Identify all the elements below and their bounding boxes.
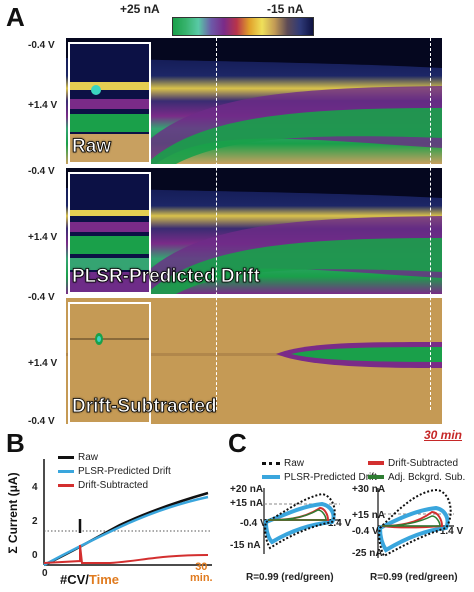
voltage-label: +1.4 V xyxy=(28,232,58,243)
inset-raw-image xyxy=(70,44,149,162)
heatmap-drift-subtracted: Drift-Subtracted xyxy=(66,298,442,424)
panel-b-xlabel-time: Time xyxy=(88,572,120,587)
panel-b-legend-swatch xyxy=(58,455,74,459)
panel-b-legend-swatch xyxy=(58,469,74,473)
panel-c-legend-swatch xyxy=(262,461,280,465)
panel-c-left-bottom: -15 nA xyxy=(230,540,261,551)
panel-b-ytick: 4 xyxy=(32,482,38,493)
panel-c-left-xr: +1.4 V xyxy=(322,518,352,529)
panel-c-right-xl: -0.4 V xyxy=(352,526,379,537)
voltage-label: -0.4 V xyxy=(28,292,55,303)
panel-letter-b: B xyxy=(6,428,25,458)
panel-c-legend-label: PLSR-Predicted Drift xyxy=(284,471,377,483)
panel-c-legend-label: Raw xyxy=(284,457,305,469)
voltage-label: +1.4 V xyxy=(28,100,58,111)
panel-c-left-adj-curve xyxy=(267,509,327,521)
colorbar-left-label: +25 nA xyxy=(120,2,160,16)
panel-c-legend-right: Drift-Subtracted Adj. Bckgrd. Sub. xyxy=(368,456,465,484)
panel-b-legend-item: Drift-Subtracted xyxy=(58,478,171,492)
panel-c-legend-label: Adj. Bckgrd. Sub. xyxy=(388,471,466,483)
panel-c-legend-swatch xyxy=(262,475,280,479)
inset-plsr-image xyxy=(70,174,149,292)
panel-c-legend-item: PLSR-Predicted Drift xyxy=(262,470,377,484)
panel-c-legend-left: Raw PLSR-Predicted Drift xyxy=(262,456,377,484)
row-label-plsr: PLSR-Predicted Drift xyxy=(72,266,261,288)
colorbar xyxy=(172,17,314,36)
inset-raw xyxy=(68,42,151,164)
panel-b-legend-item: Raw xyxy=(58,450,171,464)
panel-b-plsr-line xyxy=(43,495,209,567)
panel-letter-a: A xyxy=(6,2,25,32)
voltage-label: -0.4 V xyxy=(28,416,55,427)
panel-c-legend-label: Drift-Subtracted xyxy=(388,457,459,469)
panel-c-left-raw-curve xyxy=(264,492,336,550)
panel-c-right-top: +30 nA xyxy=(352,484,386,495)
heatmap-raw: Raw xyxy=(66,38,442,164)
panel-b-ylabel: Σ Current (μA) xyxy=(6,472,20,554)
heatmap-plsr: PLSR-Predicted Drift xyxy=(66,168,442,294)
panel-c-left-top: +20 nA xyxy=(230,484,264,495)
voltage-label: -0.4 V xyxy=(28,166,55,177)
panel-b-legend: Raw PLSR-Predicted Drift Drift-Subtracte… xyxy=(58,450,171,492)
panel-b-x-zero: 0 xyxy=(42,568,48,579)
panel-b-legend-label: PLSR-Predicted Drift xyxy=(78,465,171,477)
row-label-raw: Raw xyxy=(72,136,112,158)
panel-b-x-end-unit: min. xyxy=(190,572,213,584)
panel-c-right-bottom: -25 nA xyxy=(352,548,383,559)
row-label-drift-subtracted: Drift-Subtracted xyxy=(72,396,217,418)
panel-c-right-adj-curve xyxy=(381,515,441,527)
colorbar-right-label: -15 nA xyxy=(267,2,304,16)
panel-c-right-plot xyxy=(377,488,454,558)
voltage-label: +1.4 V xyxy=(28,358,58,369)
panel-b-ylabel-wrap: Σ Current (μA) xyxy=(6,458,20,568)
panel-c-left-plot xyxy=(263,488,340,554)
inset-plsr xyxy=(68,172,151,294)
inset-drift-subtracted xyxy=(68,302,151,424)
panel-b-legend-label: Drift-Subtracted xyxy=(78,479,149,491)
panel-c-legend-item: Drift-Subtracted xyxy=(368,456,465,470)
panel-b-xlabel: #CV/Time xyxy=(60,572,119,587)
voltage-label: -0.4 V xyxy=(28,40,55,51)
panel-b-subtracted-line xyxy=(43,544,209,564)
time-marker-label: 30 min xyxy=(424,428,463,442)
panel-c-left-mid: +15 nA xyxy=(230,498,264,509)
panel-c-left-xl: -0.4 V xyxy=(240,518,267,529)
panel-c-legend-swatch xyxy=(368,475,384,479)
panel-b-plot xyxy=(43,459,212,567)
inset-drift-subtracted-image xyxy=(70,304,149,422)
panel-b-legend-label: Raw xyxy=(78,451,99,463)
panel-c-right-r: R=0.99 (red/green) xyxy=(370,572,458,583)
dashed-marker xyxy=(216,38,217,410)
panel-c-left-r: R=0.99 (red/green) xyxy=(246,572,334,583)
dashed-marker xyxy=(430,38,431,410)
panel-b-legend-swatch xyxy=(58,483,74,487)
panel-c-legend-item: Raw xyxy=(262,456,377,470)
panel-b-x-end-value: 30 xyxy=(195,561,208,573)
panel-c-legend-item: Adj. Bckgrd. Sub. xyxy=(368,470,465,484)
panel-c-right-plsr-curve xyxy=(377,505,450,553)
panel-c-right-mid: +15 nA xyxy=(352,510,386,521)
panel-b-ytick: 0 xyxy=(32,550,38,561)
panel-b-xlabel-cv: #CV/ xyxy=(60,572,89,587)
panel-b-x-end: 30 min. xyxy=(190,562,213,584)
panel-c-right-xr: +1.4 V xyxy=(434,526,464,537)
panel-b-ytick: 2 xyxy=(32,516,38,527)
panel-b-legend-item: PLSR-Predicted Drift xyxy=(58,464,171,478)
panel-c-legend-swatch xyxy=(368,461,384,465)
panel-letter-c: C xyxy=(228,428,247,458)
